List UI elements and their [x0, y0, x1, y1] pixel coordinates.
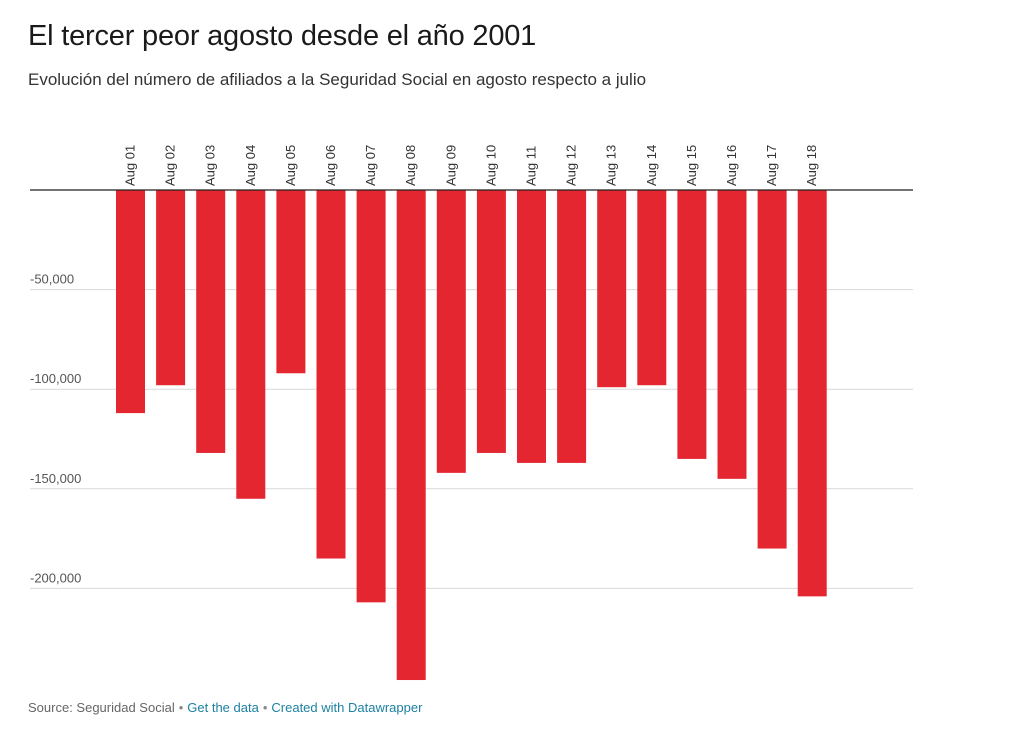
x-tick-label: Aug 04 — [243, 145, 258, 186]
x-tick-label: Aug 16 — [724, 145, 739, 186]
bar — [396, 190, 426, 681]
x-tick-label: Aug 09 — [443, 145, 458, 186]
x-tick-label: Aug 15 — [684, 145, 699, 186]
bar — [116, 190, 145, 414]
bar — [677, 190, 707, 459]
y-tick-label: -200,000 — [30, 570, 81, 585]
x-tick-label: Aug 18 — [804, 145, 819, 186]
get-the-data-link[interactable]: Get the data — [187, 700, 259, 715]
bar-chart: -50,000-100,000-150,000-200,000 Aug 01 Au… — [30, 145, 913, 681]
bars — [116, 190, 827, 681]
x-tick-label: Aug 11 — [524, 146, 539, 186]
x-tick-label: Aug 03 — [203, 145, 218, 186]
x-tick-label: Aug 10 — [483, 145, 498, 186]
bar — [276, 190, 306, 374]
x-tick-label: Aug 14 — [644, 145, 659, 186]
created-with-datawrapper-link[interactable]: Created with Datawrapper — [271, 700, 423, 715]
y-axis-ticks: -50,000 -100,000 -150,000 -200,000 — [30, 272, 81, 586]
bar — [356, 190, 386, 603]
x-tick-label: Aug 12 — [564, 145, 579, 186]
y-tick-label: -100,000 — [30, 371, 81, 386]
x-tick-label: Aug 07 — [363, 145, 378, 186]
bar — [156, 190, 186, 386]
bar — [236, 190, 266, 499]
x-tick-label: Aug 06 — [323, 145, 338, 186]
chart-subtitle: Evolución del número de afiliados a la S… — [28, 70, 647, 89]
chart-title: El tercer peor agosto desde el año 2001 — [28, 20, 537, 52]
bar — [436, 190, 466, 473]
bar — [476, 190, 506, 453]
bar — [797, 190, 827, 597]
x-tick-label: Aug 08 — [403, 145, 418, 186]
x-tick-label: Aug 05 — [283, 145, 298, 186]
bar — [316, 190, 346, 559]
x-tick-label: Aug 13 — [604, 145, 619, 186]
x-tick-label: Aug 17 — [764, 145, 779, 186]
bar — [597, 190, 627, 388]
y-tick-label: -50,000 — [30, 272, 74, 287]
chart-footer: Source: Seguridad Social • Get the data • Cr… — [28, 700, 423, 715]
source-text: Source: Seguridad Social — [28, 700, 175, 715]
bar — [517, 190, 546, 463]
x-tick-label: Aug 02 — [163, 145, 178, 186]
bar — [196, 190, 226, 453]
y-tick-label: -150,000 — [30, 471, 81, 486]
bar — [717, 190, 747, 479]
bar — [557, 190, 587, 463]
x-axis-ticks: Aug 01 Aug 02 Aug 03 Aug 04 Aug 05 Aug 06 Aug … — [123, 145, 820, 186]
x-tick-label: Aug 01 — [123, 145, 138, 186]
bar — [757, 190, 787, 549]
bar — [637, 190, 667, 386]
